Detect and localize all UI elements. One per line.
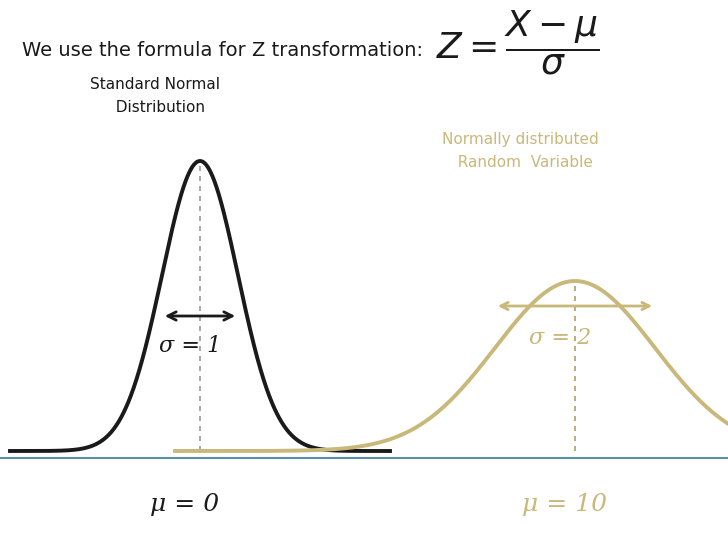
- Text: σ = 1: σ = 1: [159, 335, 221, 357]
- Text: σ = 2: σ = 2: [529, 327, 591, 349]
- Text: μ = 0: μ = 0: [151, 492, 220, 515]
- Text: Standard Normal
  Distribution: Standard Normal Distribution: [90, 78, 220, 115]
- Text: μ = 10: μ = 10: [523, 492, 607, 515]
- Text: Normally distributed
  Random  Variable: Normally distributed Random Variable: [442, 132, 598, 170]
- Text: We use the formula for Z transformation:: We use the formula for Z transformation:: [22, 41, 430, 61]
- Text: $\mathit{Z} = \dfrac{\mathit{X} - \mathit{\mu}}{\mathit{\sigma}}$: $\mathit{Z} = \dfrac{\mathit{X} - \mathi…: [436, 9, 600, 77]
